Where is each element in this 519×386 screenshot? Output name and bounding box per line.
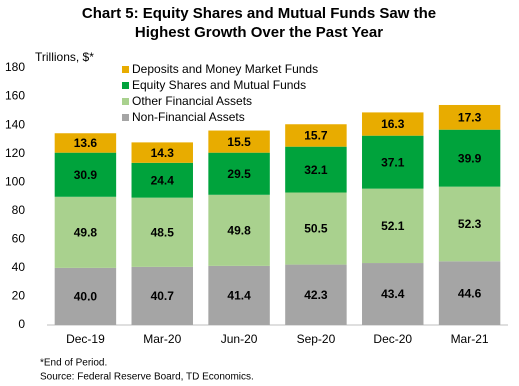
bar-segment (208, 265, 270, 325)
bar-segment (285, 192, 347, 265)
y-tick-label: 80 (12, 203, 26, 217)
legend-label: Non-Financial Assets (132, 110, 245, 124)
value-label: 15.5 (227, 135, 251, 149)
y-tick-label: 140 (5, 117, 25, 131)
value-label: 40.0 (74, 290, 98, 304)
legend-swatch (122, 82, 129, 89)
y-axis-label: Trillions, $* (35, 50, 94, 64)
bar-segment (131, 266, 193, 325)
bar-segment (285, 264, 347, 325)
chart-title: Highest Growth Over the Past Year (135, 24, 383, 41)
chart-title: Chart 5: Equity Shares and Mutual Funds … (82, 5, 436, 22)
bar-segment (208, 194, 270, 266)
bar-segment (438, 186, 501, 262)
legend-label: Other Financial Assets (132, 94, 252, 108)
value-label: 13.6 (74, 136, 98, 150)
value-label: 14.3 (151, 146, 175, 160)
y-tick-label: 40 (12, 260, 26, 274)
value-label: 44.6 (458, 286, 482, 300)
bar-segment (208, 152, 270, 195)
bar-segment (438, 129, 501, 187)
value-label: 49.8 (74, 226, 98, 240)
y-tick-label: 0 (18, 317, 25, 331)
x-tick-label: Mar-21 (451, 332, 489, 346)
value-label: 49.8 (227, 224, 251, 238)
bar-segment (54, 152, 117, 197)
bar-segment (208, 130, 270, 153)
value-label: 16.3 (381, 117, 405, 131)
x-tick-label: Jun-20 (221, 332, 258, 346)
bar-segment (362, 112, 424, 136)
value-label: 43.4 (381, 287, 405, 301)
value-label: 17.3 (458, 111, 482, 125)
bar-segment (362, 263, 424, 325)
bar-segment (438, 261, 501, 325)
y-tick-label: 60 (12, 232, 26, 246)
y-tick-label: 120 (5, 146, 25, 160)
legend-swatch (122, 98, 129, 105)
y-tick-label: 100 (5, 174, 25, 188)
bar-segment (131, 162, 193, 198)
x-tick-label: Dec-19 (66, 332, 105, 346)
footnote: Source: Federal Reserve Board, TD Econom… (40, 372, 254, 383)
value-label: 52.1 (381, 219, 405, 233)
value-label: 42.3 (304, 288, 328, 302)
bar-segment (54, 133, 117, 153)
value-label: 32.1 (304, 163, 328, 177)
bar-segment (131, 197, 193, 267)
value-label: 24.4 (151, 173, 175, 187)
footnote: *End of Period. (40, 358, 107, 369)
bar-segment (54, 267, 117, 325)
legend-swatch (122, 66, 129, 73)
x-tick-label: Sep-20 (297, 332, 336, 346)
x-tick-label: Dec-20 (373, 332, 412, 346)
x-tick-label: Mar-20 (143, 332, 181, 346)
value-label: 29.5 (227, 167, 251, 181)
legend-label: Deposits and Money Market Funds (132, 62, 318, 76)
value-label: 41.4 (227, 289, 251, 303)
value-label: 48.5 (151, 225, 175, 239)
bar-segment (54, 196, 117, 268)
value-label: 52.3 (458, 217, 482, 231)
y-tick-label: 20 (12, 289, 26, 303)
value-label: 50.5 (304, 222, 328, 236)
legend-swatch (122, 114, 129, 121)
bar-segment (362, 188, 424, 264)
value-label: 39.9 (458, 151, 482, 165)
bar-segment (285, 146, 347, 193)
value-label: 40.7 (151, 289, 175, 303)
y-tick-label: 180 (5, 60, 25, 74)
value-label: 30.9 (74, 168, 98, 182)
value-label: 37.1 (381, 155, 405, 169)
value-label: 15.7 (304, 129, 328, 143)
bar-segment (131, 142, 193, 163)
y-tick-label: 160 (5, 89, 25, 103)
legend-label: Equity Shares and Mutual Funds (132, 78, 306, 92)
bar-segment (438, 104, 501, 130)
bar-segment (362, 135, 424, 189)
bar-segment (285, 124, 347, 147)
